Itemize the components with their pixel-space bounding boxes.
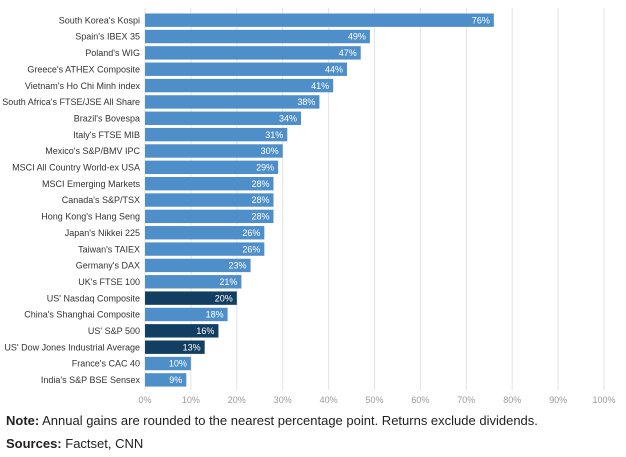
category-label: India's S&P BSE Sensex bbox=[41, 375, 141, 385]
data-label: 76% bbox=[472, 15, 490, 25]
chart-note: Note: Annual gains are rounded to the ne… bbox=[6, 413, 538, 428]
chart-sources: Sources: Factset, CNN bbox=[6, 436, 143, 451]
bar bbox=[145, 258, 251, 273]
data-label: 31% bbox=[265, 130, 283, 140]
category-label: Mexico's S&P/BMV IPC bbox=[45, 146, 140, 156]
data-label: 13% bbox=[183, 342, 201, 352]
x-tick-label: 50% bbox=[365, 395, 383, 405]
bar bbox=[145, 356, 191, 371]
bar bbox=[145, 29, 370, 44]
sources-text: Factset, CNN bbox=[61, 436, 144, 451]
bar bbox=[145, 307, 228, 322]
data-label: 28% bbox=[252, 212, 270, 222]
category-label: South Korea's Kospi bbox=[59, 15, 140, 25]
x-tick-label: 20% bbox=[228, 395, 246, 405]
data-label: 26% bbox=[242, 228, 260, 238]
data-label: 29% bbox=[256, 163, 274, 173]
bar bbox=[145, 176, 274, 191]
data-label: 21% bbox=[219, 277, 237, 287]
category-label: Poland's WIG bbox=[85, 48, 140, 58]
bar bbox=[145, 127, 288, 142]
bar bbox=[145, 242, 265, 256]
bar bbox=[145, 46, 361, 60]
x-tick-label: 0% bbox=[138, 395, 151, 405]
x-tick-label: 70% bbox=[457, 395, 475, 405]
x-tick-label: 90% bbox=[549, 395, 567, 405]
category-label: Japan's Nikkei 225 bbox=[65, 228, 140, 238]
x-tick-label: 30% bbox=[274, 395, 292, 405]
data-label: 30% bbox=[261, 146, 279, 156]
category-label: South Africa's FTSE/JSE All Share bbox=[2, 97, 140, 107]
bar bbox=[145, 62, 347, 76]
bar bbox=[145, 160, 279, 175]
category-label: Brazil's Bovespa bbox=[74, 113, 140, 123]
x-tick-label: 80% bbox=[503, 395, 521, 405]
category-label: US' Nasdaq Composite bbox=[47, 293, 140, 303]
category-label: Greece's ATHEX Composite bbox=[27, 64, 140, 74]
data-label: 28% bbox=[252, 179, 270, 189]
category-label: China's Shanghai Composite bbox=[24, 310, 140, 320]
category-label: Canada's S&P/TSX bbox=[62, 195, 140, 205]
category-label: France's CAC 40 bbox=[72, 359, 140, 369]
data-label: 20% bbox=[215, 293, 233, 303]
data-label: 28% bbox=[252, 195, 270, 205]
category-label: US' S&P 500 bbox=[88, 326, 140, 336]
x-tick-label: 40% bbox=[320, 395, 338, 405]
category-label: Italy's FTSE MIB bbox=[73, 130, 140, 140]
bar bbox=[145, 340, 205, 354]
bar bbox=[145, 373, 187, 387]
category-label: Germany's DAX bbox=[76, 261, 140, 271]
x-tick-label: 10% bbox=[182, 395, 200, 405]
category-label: Hong Kong's Hang Seng bbox=[41, 212, 140, 222]
bar bbox=[145, 95, 320, 109]
x-tick-label: 60% bbox=[411, 395, 429, 405]
data-label: 49% bbox=[348, 32, 366, 42]
bar bbox=[145, 275, 242, 289]
data-label: 18% bbox=[206, 310, 224, 320]
data-label: 47% bbox=[339, 48, 357, 58]
data-label: 26% bbox=[242, 244, 260, 254]
sources-label: Sources: bbox=[6, 436, 62, 451]
category-label: US' Dow Jones Industrial Average bbox=[4, 342, 140, 352]
note-label: Note: bbox=[6, 413, 40, 428]
bar bbox=[145, 324, 219, 338]
bar bbox=[145, 13, 494, 27]
category-label: Spain's IBEX 35 bbox=[75, 32, 140, 42]
data-label: 23% bbox=[229, 261, 247, 271]
data-label: 34% bbox=[279, 113, 297, 123]
bar bbox=[145, 111, 302, 125]
bar bbox=[145, 209, 274, 224]
data-label: 44% bbox=[325, 64, 343, 74]
data-label: 41% bbox=[311, 81, 329, 91]
bar-chart: 0% 10% 20% 30% 40% 50% 60% 70% 80% 90% 100% South K… bbox=[2, 8, 616, 405]
x-tick-label: 100% bbox=[592, 395, 615, 405]
bar bbox=[145, 226, 265, 240]
bar bbox=[145, 144, 283, 158]
category-label: Vietnam's Ho Chi Minh index bbox=[25, 81, 141, 91]
data-label: 38% bbox=[297, 97, 315, 107]
data-label: 9% bbox=[169, 375, 182, 385]
category-label: MSCI Emerging Markets bbox=[42, 179, 141, 189]
bar bbox=[145, 193, 274, 207]
category-label: UK's FTSE 100 bbox=[78, 277, 140, 287]
data-label: 10% bbox=[169, 359, 187, 369]
bar bbox=[145, 78, 334, 93]
category-label: MSCI All Country World-ex USA bbox=[12, 163, 140, 173]
category-label: Taiwan's TAIEX bbox=[78, 244, 140, 254]
note-text: Annual gains are rounded to the nearest … bbox=[39, 413, 538, 428]
data-label: 16% bbox=[196, 326, 214, 336]
bar bbox=[145, 291, 237, 305]
